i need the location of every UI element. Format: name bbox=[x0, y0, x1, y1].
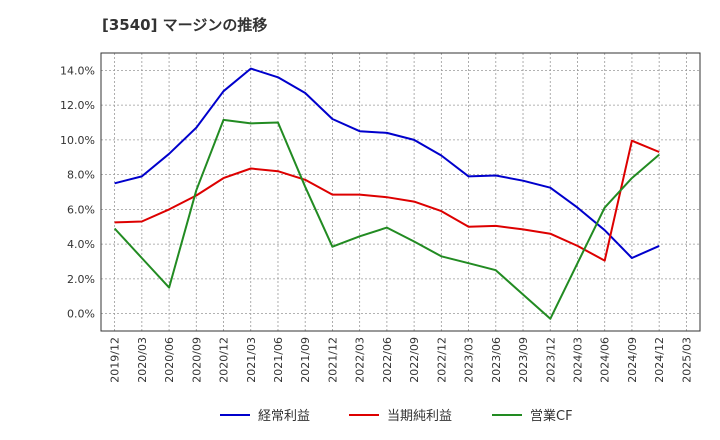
y-axis: 0.0% 2.0% 4.0% 6.0% 8.0% 10.0% 12.0% 14.0% bbox=[60, 64, 95, 320]
series-line-営業CF bbox=[113, 118, 660, 320]
x-tick-label: 2020/06 bbox=[163, 337, 176, 383]
plot-frame bbox=[100, 52, 701, 332]
x-tick-label: 2020/03 bbox=[136, 337, 149, 383]
y-tick-label: 6.0% bbox=[67, 203, 95, 216]
x-tick-label: 2019/12 bbox=[109, 337, 122, 383]
legend-label: 営業CF bbox=[530, 408, 573, 424]
x-tick-label: 2024/12 bbox=[653, 337, 666, 383]
y-tick-label: 14.0% bbox=[60, 64, 95, 77]
y-tick-label: 0.0% bbox=[67, 308, 95, 321]
x-tick-label: 2023/09 bbox=[517, 337, 530, 383]
x-tick-label: 2021/12 bbox=[326, 337, 339, 383]
x-tick-label: 2022/03 bbox=[354, 337, 367, 383]
y-tick-label: 8.0% bbox=[67, 169, 95, 182]
x-tick-label: 2025/03 bbox=[680, 337, 693, 383]
x-tick-label: 2023/06 bbox=[490, 337, 503, 383]
x-tick-label: 2020/09 bbox=[190, 337, 203, 383]
x-tick-label: 2022/09 bbox=[408, 337, 421, 383]
series-lines bbox=[113, 67, 660, 320]
x-tick-label: 2022/06 bbox=[381, 337, 394, 383]
x-tick-label: 2021/09 bbox=[299, 337, 312, 383]
legend-label: 当期純利益 bbox=[387, 409, 452, 424]
x-axis: 2019/12 2020/03 2020/06 2020/09 2020/12 2021/… bbox=[109, 337, 694, 383]
x-tick-label: 2024/03 bbox=[571, 337, 584, 383]
grid bbox=[101, 53, 700, 331]
x-tick-label: 2021/03 bbox=[245, 337, 258, 383]
y-tick-label: 4.0% bbox=[67, 238, 95, 251]
x-tick-label: 2023/12 bbox=[544, 337, 557, 383]
y-tick-label: 12.0% bbox=[60, 99, 95, 112]
x-tick-label: 2024/06 bbox=[599, 337, 612, 383]
legend: 経常利益 当期純利益 営業CF bbox=[220, 408, 573, 424]
x-tick-label: 2024/09 bbox=[626, 337, 639, 383]
x-tick-label: 2023/03 bbox=[463, 337, 476, 383]
y-tick-label: 10.0% bbox=[60, 134, 95, 147]
series-line-当期純利益 bbox=[114, 139, 660, 262]
x-tick-label: 2020/12 bbox=[218, 337, 231, 383]
x-tick-label: 2022/12 bbox=[435, 337, 448, 383]
chart-title: [3540] マージンの推移 bbox=[102, 16, 268, 34]
x-tick-label: 2021/06 bbox=[272, 337, 285, 383]
y-tick-label: 2.0% bbox=[67, 273, 95, 286]
series-line-経常利益 bbox=[114, 67, 660, 259]
legend-label: 経常利益 bbox=[258, 409, 310, 424]
